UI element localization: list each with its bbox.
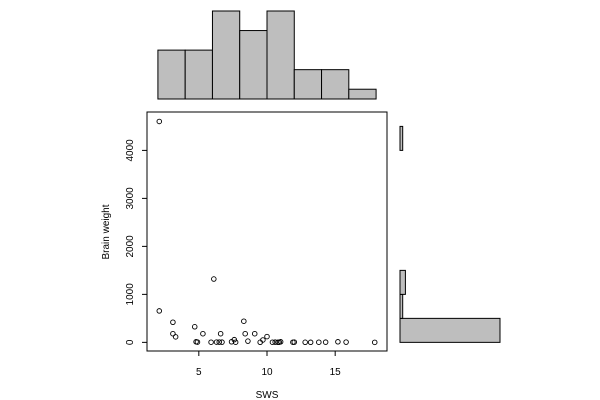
x-hist-bar-7 [348, 88, 377, 100]
data-point-9 [208, 339, 214, 345]
y-hist-bar-1 [399, 293, 404, 319]
data-point-7 [194, 339, 201, 345]
data-point-4 [172, 334, 179, 340]
x-hist-bar-6 [321, 69, 350, 100]
data-point-26 [272, 339, 278, 345]
x-tick-label-2: 15 [330, 367, 342, 378]
data-point-11 [213, 339, 220, 345]
data-point-17 [232, 339, 239, 345]
y-tick-label-2: 2000 [125, 235, 136, 258]
data-point-1 [156, 308, 163, 314]
data-point-5 [191, 324, 198, 330]
y-tick-label-3: 3000 [125, 187, 136, 210]
data-point-33 [307, 339, 314, 346]
y-tick-label-4: 4000 [125, 139, 136, 162]
data-point-19 [242, 330, 248, 337]
data-point-8 [200, 330, 206, 337]
data-point-38 [371, 339, 378, 346]
plot-frame [146, 111, 388, 352]
data-point-35 [322, 339, 329, 345]
data-point-29 [277, 339, 284, 345]
x-hist-bar-2 [211, 10, 241, 100]
y-marginal-histogram [399, 125, 501, 343]
data-point-3 [170, 330, 176, 337]
data-point-13 [217, 330, 224, 337]
x-hist-bar-1 [184, 49, 213, 100]
y-axis-title: Brain weight [101, 204, 112, 259]
x-tick-label-1: 10 [261, 367, 273, 378]
data-point-36 [335, 339, 341, 345]
x-axis-title: SWS [256, 390, 279, 400]
data-point-14 [219, 339, 225, 345]
data-point-34 [316, 339, 322, 345]
data-point-31 [291, 339, 298, 345]
data-point-32 [302, 339, 308, 346]
y-tick-label-0: 0 [125, 339, 136, 345]
x-hist-bar-3 [239, 30, 268, 100]
data-point-37 [343, 339, 349, 345]
data-point-12 [216, 339, 223, 345]
x-hist-bar-4 [266, 10, 295, 100]
data-point-2 [170, 319, 176, 326]
y-hist-bar-4 [399, 125, 404, 151]
scatter-points [156, 118, 378, 346]
y-axis: 0 1000 2000 3000 4000 [125, 139, 148, 345]
y-tick-label-1: 1000 [125, 283, 136, 306]
data-point-25 [269, 339, 276, 345]
data-point-21 [251, 330, 258, 337]
data-point-18 [241, 318, 247, 324]
y-hist-bar-2 [399, 269, 406, 295]
x-hist-bar-5 [293, 69, 323, 100]
data-point-10 [211, 276, 217, 282]
x-hist-bar-0 [157, 49, 186, 100]
x-marginal-histogram [157, 10, 377, 100]
y-hist-bar-0 [399, 317, 501, 343]
data-point-20 [245, 338, 251, 344]
x-tick-label-0: 5 [196, 367, 202, 378]
data-point-0 [156, 118, 163, 125]
data-point-23 [260, 337, 266, 343]
data-point-24 [264, 333, 270, 340]
x-axis: 5 10 15 [196, 350, 342, 378]
